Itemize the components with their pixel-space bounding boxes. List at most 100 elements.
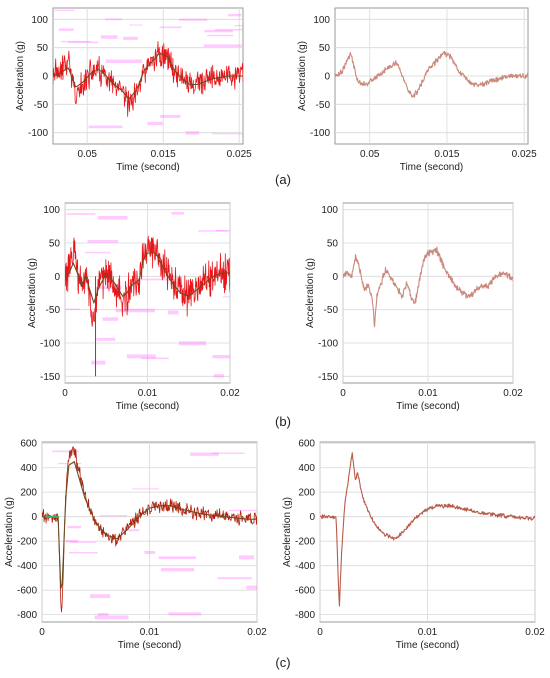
chart-a-left: 100 50 0 -50 -100 0.05 0.015 0.025 Time (second)… bbox=[15, 7, 252, 173]
panel-label-c: (c) bbox=[275, 655, 290, 670]
x-tick-label: 0.025 bbox=[512, 149, 537, 160]
raw-series-line bbox=[65, 235, 230, 327]
artifact-mark bbox=[228, 13, 242, 17]
y-tick-label: -200 bbox=[295, 537, 315, 548]
artifact-mark bbox=[144, 551, 156, 554]
y-tick-label: 0 bbox=[54, 272, 60, 283]
plot-series bbox=[335, 50, 528, 98]
y-tick-label: -600 bbox=[17, 586, 37, 597]
x-axis-title: Time (second) bbox=[118, 640, 182, 651]
artifact-mark bbox=[239, 555, 254, 560]
filtered-series-line bbox=[320, 452, 535, 607]
filtered-series-line bbox=[65, 252, 230, 304]
y-tick-label: -100 bbox=[40, 339, 60, 350]
raw-series-line bbox=[53, 41, 243, 117]
artifact-mark bbox=[159, 26, 182, 29]
panel-label-b: (b) bbox=[275, 414, 291, 429]
artifact-mark bbox=[228, 509, 257, 512]
x-axis-title: Time (second) bbox=[400, 162, 464, 173]
x-tick-label: 0 bbox=[39, 627, 45, 638]
artifact-mark bbox=[94, 615, 129, 620]
artifact-mark bbox=[65, 308, 81, 310]
y-tick-label: 50 bbox=[319, 43, 331, 54]
y-tick-label: 600 bbox=[20, 439, 37, 450]
artifact-mark bbox=[91, 360, 106, 365]
x-axis-title: Time (second) bbox=[396, 401, 460, 412]
filtered-series-line bbox=[42, 461, 257, 589]
y-tick-label: 0 bbox=[309, 512, 315, 523]
artifact-mark bbox=[115, 308, 155, 313]
x-tick-label: 0.01 bbox=[418, 627, 438, 638]
artifact-mark bbox=[215, 28, 243, 31]
artifact-mark bbox=[215, 230, 230, 232]
artifact-mark bbox=[204, 29, 233, 33]
x-tick-label: 0 bbox=[340, 388, 346, 399]
artifact-mark bbox=[69, 541, 97, 543]
y-tick-label: -50 bbox=[316, 100, 331, 111]
artifact-mark bbox=[57, 462, 82, 465]
artifact-mark bbox=[84, 251, 111, 254]
y-tick-label: 400 bbox=[298, 463, 315, 474]
artifact-mark bbox=[100, 35, 118, 39]
x-tick-label: 0 bbox=[317, 627, 323, 638]
x-tick-label: 0.02 bbox=[247, 627, 267, 638]
x-tick-label: 0.01 bbox=[418, 388, 438, 399]
artifact-mark bbox=[121, 529, 140, 532]
artifact-mark bbox=[203, 44, 242, 47]
artifact-mark bbox=[102, 317, 119, 321]
x-tick-label: 0.015 bbox=[151, 149, 176, 160]
artifact-mark bbox=[123, 36, 138, 40]
artifact-mark bbox=[168, 612, 202, 616]
y-axis-title: Acceleration (g) bbox=[305, 258, 316, 328]
x-tick-label: 0.015 bbox=[434, 149, 459, 160]
artifact-mark bbox=[104, 18, 123, 21]
artifact-mark bbox=[65, 540, 79, 543]
y-tick-label: -50 bbox=[46, 305, 61, 316]
y-axis-title: Acceleration (g) bbox=[297, 41, 308, 111]
y-axis-title: Acceleration (g) bbox=[282, 497, 293, 567]
y-tick-label: -50 bbox=[34, 100, 49, 111]
artifact-mark bbox=[246, 585, 257, 590]
x-tick-label: 0.05 bbox=[77, 149, 97, 160]
artifact-mark bbox=[66, 213, 96, 215]
y-axis-title: Acceleration (g) bbox=[15, 41, 26, 111]
x-tick-label: 0.01 bbox=[138, 388, 158, 399]
artifact-mark bbox=[90, 594, 111, 599]
artifact-mark bbox=[96, 337, 116, 341]
artifact-mark bbox=[58, 28, 74, 31]
artifact-mark bbox=[185, 131, 200, 135]
y-tick-label: -100 bbox=[28, 128, 48, 139]
artifact-mark bbox=[179, 18, 208, 21]
y-tick-label: -100 bbox=[310, 128, 330, 139]
y-tick-label: 100 bbox=[313, 15, 330, 26]
artifact-mark bbox=[60, 40, 91, 43]
plot-series bbox=[343, 246, 513, 328]
artifact-mark bbox=[68, 551, 98, 554]
artifact-mark bbox=[54, 9, 75, 11]
artifact-mark bbox=[99, 515, 127, 517]
artifact-mark bbox=[128, 24, 143, 26]
y-tick-label: 400 bbox=[20, 463, 37, 474]
x-tick-label: 0.02 bbox=[525, 627, 545, 638]
artifact-mark bbox=[212, 133, 243, 135]
artifact-mark bbox=[190, 452, 219, 456]
artifact-mark bbox=[213, 374, 224, 378]
artifact-mark bbox=[234, 25, 243, 27]
y-tick-label: -600 bbox=[295, 586, 315, 597]
artifact-mark bbox=[68, 41, 98, 44]
y-axis-title: Acceleration (g) bbox=[27, 258, 38, 328]
y-tick-label: 200 bbox=[298, 488, 315, 499]
y-axis-title: Acceleration (g) bbox=[4, 497, 15, 567]
plot-series bbox=[53, 9, 243, 135]
artifact-mark bbox=[222, 296, 230, 298]
artifact-mark bbox=[126, 354, 156, 359]
x-tick-label: 0 bbox=[62, 388, 68, 399]
y-tick-label: -800 bbox=[17, 610, 37, 621]
filtered-series-line bbox=[343, 246, 513, 328]
plot-series bbox=[42, 446, 257, 620]
y-tick-label: 100 bbox=[31, 15, 48, 26]
plot-series bbox=[320, 452, 535, 607]
